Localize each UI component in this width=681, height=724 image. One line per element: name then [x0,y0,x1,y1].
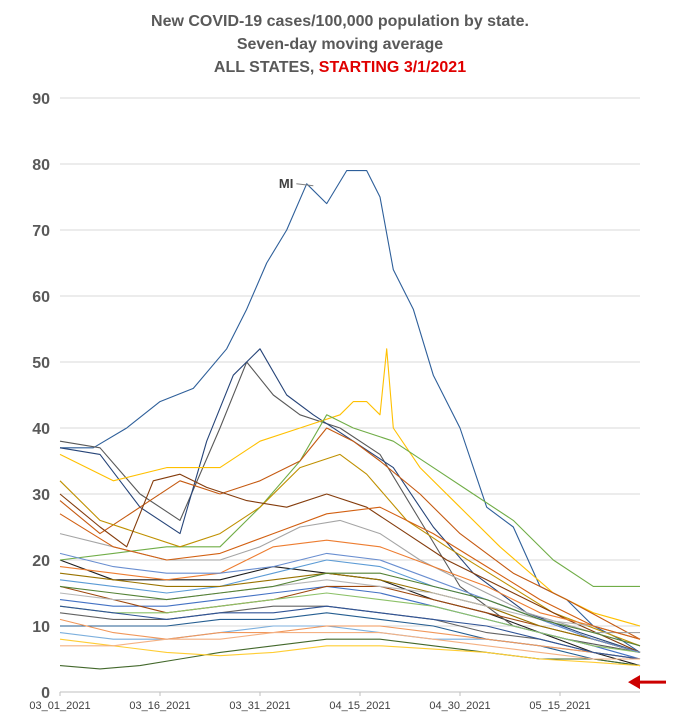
series-line [59,539,641,640]
series-line [59,605,641,660]
x-tick-label: 05_15_2021 [529,700,590,712]
arrow-marker [628,675,666,690]
x-tick-label: 03_01_2021 [29,700,90,712]
y-tick-label: 90 [32,91,50,108]
x-axis-ticks: 03_01_2021 03_16_2021 03_31_2021 04_15_2021… [29,692,591,712]
y-tick-label: 60 [32,289,50,306]
x-tick-label: 03_31_2021 [229,700,290,712]
y-tick-label: 40 [32,421,50,438]
gridlines [60,97,640,693]
series-line [59,579,641,640]
chart-title-line-3: ALL STATES, STARTING 3/1/2021 [214,59,466,76]
y-tick-label: 20 [32,553,50,570]
series-line [59,552,641,653]
series-line [59,618,641,660]
series-line [59,348,641,627]
y-tick-label: 50 [32,355,50,372]
x-tick-label: 04_30_2021 [429,700,490,712]
series-line [59,473,641,653]
chart-title-line-3-prefix: ALL STATES, [214,59,319,76]
y-tick-label: 80 [32,157,50,174]
series-line [59,361,641,653]
series-line [59,506,641,640]
series-line [59,572,641,653]
y-tick-label: 70 [32,223,50,240]
series-line [59,414,640,587]
chart-title-line-2: Seven-day moving average [237,36,443,53]
series-line [59,348,641,653]
arrow-head [628,675,640,690]
series-line [60,612,641,667]
x-tick-label: 03_16_2021 [129,700,190,712]
x-tick-label: 04_15_2021 [329,700,390,712]
series-line [59,638,641,667]
y-tick-label: 30 [32,487,50,504]
y-tick-label: 10 [32,619,50,636]
y-axis-ticks: 0 10 20 30 40 50 60 70 80 90 [32,91,50,702]
chart-title-line-1: New COVID-19 cases/100,000 population by… [151,13,529,30]
annotation-leader [296,183,314,187]
series-line [59,592,641,653]
series-lines [59,170,641,670]
series-line [59,453,641,647]
series-line [59,427,641,640]
chart-title-line-3-highlight: STARTING 3/1/2021 [319,59,466,76]
y-tick-label: 0 [41,685,50,702]
series-line [60,632,640,660]
series-line [59,572,641,647]
annotation: MI [279,176,314,191]
annotation-label: MI [279,176,293,191]
